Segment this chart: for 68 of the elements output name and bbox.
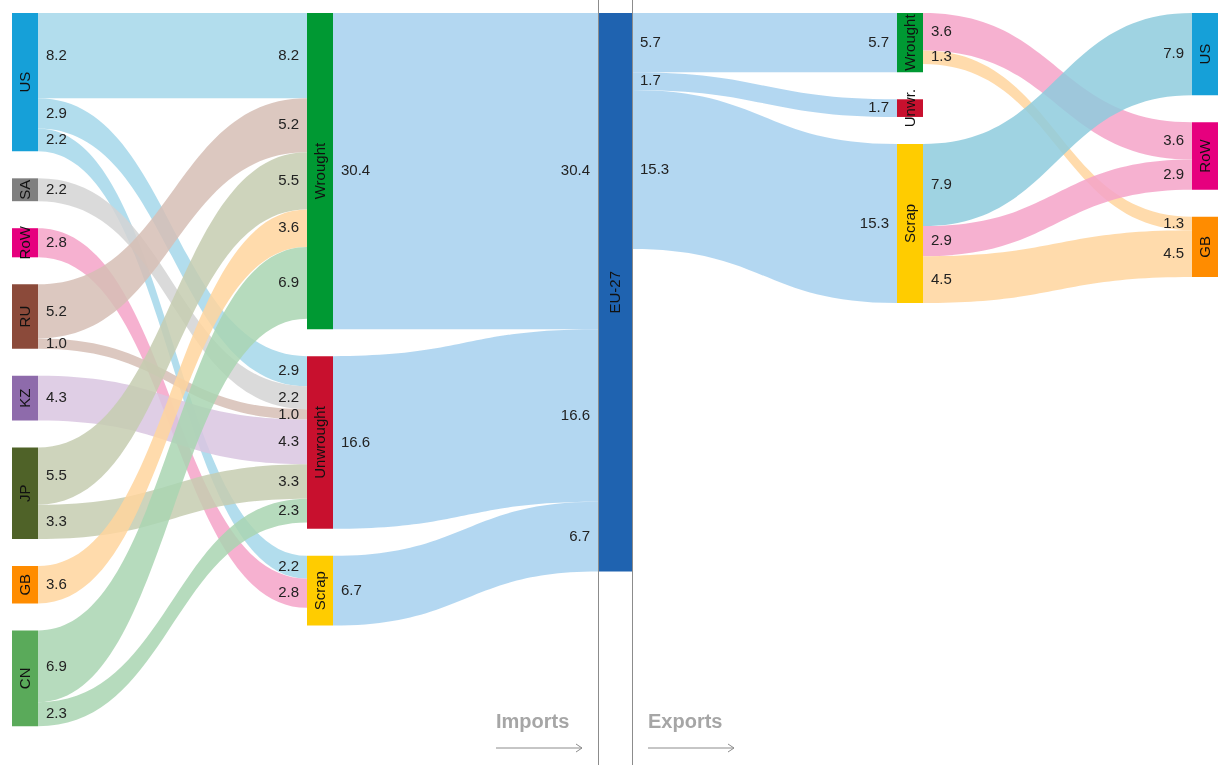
- data-label: 3.6: [278, 218, 299, 236]
- text: 1.0: [46, 333, 67, 351]
- data-label: 16.6: [560, 405, 590, 423]
- text: 15.3: [640, 159, 670, 177]
- text: Imports: [496, 710, 570, 733]
- category-label: US: [16, 71, 34, 93]
- text: 2.2: [46, 179, 67, 197]
- data-label: 2.9: [278, 361, 299, 379]
- text: 16.6: [341, 432, 371, 450]
- data-label: 3.6: [1163, 131, 1184, 149]
- text: 3.3: [46, 512, 67, 530]
- text: 1.3: [931, 47, 952, 65]
- category-label: JP: [16, 484, 34, 503]
- text: 3.6: [46, 574, 67, 592]
- data-label: 4.3: [278, 432, 299, 450]
- data-label: 2.9: [1163, 164, 1184, 182]
- text: 30.4: [341, 161, 371, 179]
- text: 1.7: [640, 71, 661, 89]
- data-label: 30.4: [560, 161, 590, 179]
- category-label: GB: [1196, 236, 1214, 258]
- data-label: 8.2: [278, 45, 299, 63]
- category-label: Scrap: [901, 203, 919, 244]
- data-label: 1.0: [278, 404, 299, 422]
- text: 2.9: [46, 103, 67, 121]
- category-label: RoW: [16, 225, 34, 260]
- text: 2.3: [46, 704, 67, 722]
- data-label: 2.2: [278, 387, 299, 405]
- text: 2.9: [931, 231, 952, 249]
- category-label: SA: [16, 179, 34, 200]
- category-label: EU-27: [606, 270, 624, 314]
- data-label: 5.2: [278, 115, 299, 133]
- data-label: 2.8: [278, 583, 299, 601]
- text: 5.2: [46, 301, 67, 319]
- data-label: 6.9: [278, 273, 299, 291]
- text: 6.7: [341, 580, 362, 598]
- category-label: Scrap: [311, 571, 329, 611]
- data-label: 3.3: [278, 471, 299, 489]
- data-label: 15.3: [859, 213, 889, 231]
- text: Exports: [648, 710, 723, 733]
- category-label: US: [1196, 43, 1214, 65]
- text: 8.2: [46, 45, 67, 63]
- text: 5.5: [46, 466, 67, 484]
- text: 6.9: [46, 656, 67, 674]
- text: 7.9: [931, 175, 952, 193]
- data-label: 1.7: [868, 98, 889, 116]
- category-label: Wrought: [901, 13, 919, 71]
- category-label: Wrought: [311, 142, 329, 200]
- text: 2.8: [46, 232, 67, 250]
- data-label: 5.5: [278, 171, 299, 189]
- data-label: 2.3: [278, 500, 299, 518]
- data-label: 2.2: [278, 557, 299, 575]
- text: 4.5: [931, 269, 952, 287]
- category-label: RU: [16, 305, 34, 328]
- category-label: KZ: [16, 388, 34, 408]
- text: 2.2: [46, 130, 67, 148]
- category-label: RoW: [1196, 138, 1214, 173]
- text: 5.7: [640, 32, 661, 50]
- category-label: Unwr.: [901, 88, 919, 128]
- category-label: CN: [16, 667, 34, 690]
- data-label: 1.3: [1163, 213, 1184, 231]
- category-label: Unwrought: [311, 405, 329, 479]
- text: 4.3: [46, 388, 67, 406]
- data-label: 4.5: [1163, 243, 1184, 261]
- data-label: 6.7: [569, 526, 590, 544]
- data-label: 7.9: [1163, 44, 1184, 62]
- category-label: GB: [16, 573, 34, 596]
- text: 3.6: [931, 21, 952, 39]
- data-label: 5.7: [868, 32, 889, 50]
